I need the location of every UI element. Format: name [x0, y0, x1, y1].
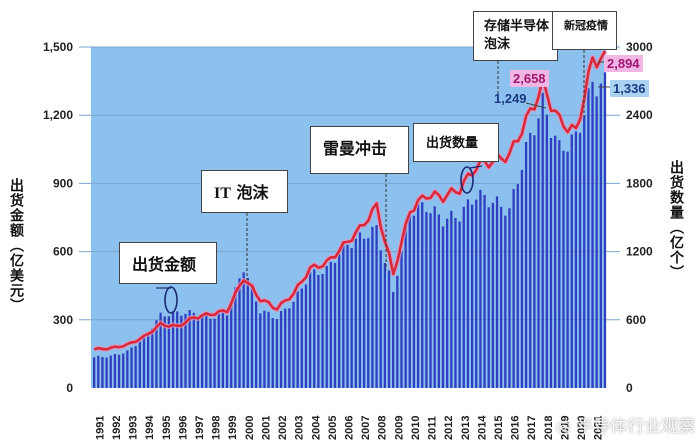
x-axis-ticks: 1991 1992 1993 1994 1995 1996 1997 1998 1999 2000…	[94, 415, 604, 440]
annotation-quantity-text: 出货数量	[426, 136, 479, 151]
annotation-memory-line2: 泡沫	[484, 37, 511, 52]
svg-text:600: 600	[53, 245, 73, 259]
svg-text:2010: 2010	[410, 416, 422, 440]
left-axis-label: 出货金额（亿美元）	[8, 178, 24, 313]
svg-text:2006: 2006	[344, 416, 356, 440]
annotation-lehman-shock: 雷曼冲击	[310, 126, 409, 174]
svg-text:1996: 1996	[177, 416, 189, 440]
svg-text:1,200: 1,200	[43, 108, 73, 122]
svg-text:1999: 1999	[227, 416, 239, 440]
svg-text:600: 600	[626, 313, 646, 327]
svg-text:2015: 2015	[493, 416, 505, 440]
annotation-amount: 出货金额	[119, 242, 217, 284]
annotation-amount-text: 出货金额	[132, 255, 197, 274]
svg-text:2008: 2008	[377, 416, 389, 440]
svg-text:1994: 1994	[144, 415, 156, 440]
watermark: ◎ 半导体行业观察	[556, 412, 695, 437]
svg-text:2021: 2021	[593, 416, 605, 440]
quantity-line	[93, 49, 608, 352]
svg-text:2005: 2005	[327, 416, 339, 440]
svg-text:2011: 2011	[427, 416, 439, 440]
svg-text:1,500: 1,500	[43, 40, 73, 54]
amount-bars	[93, 72, 607, 389]
annotation-memory-line1: 存储半导体	[484, 19, 550, 34]
svg-text:3000: 3000	[626, 40, 653, 54]
svg-text:2009: 2009	[393, 416, 405, 440]
annotation-it-bubble-text: IT 泡沫	[214, 179, 287, 203]
svg-text:1991: 1991	[94, 416, 106, 440]
svg-text:2004: 2004	[310, 415, 322, 440]
svg-text:1998: 1998	[211, 416, 223, 440]
svg-text:1995: 1995	[161, 416, 173, 440]
left-axis-ticks: 0 300 600 900 1,200 1,500	[43, 40, 73, 395]
svg-text:2019: 2019	[559, 416, 571, 440]
svg-text:1993: 1993	[128, 416, 140, 440]
annotation-lehman-shock-text: 雷曼冲击	[323, 139, 388, 158]
annotation-memory-bubble: 存储半导体 泡沫	[473, 11, 558, 61]
svg-text:2003: 2003	[294, 416, 306, 440]
watermark-text: 半导体行业观察	[576, 417, 696, 437]
svg-text:1997: 1997	[194, 416, 206, 440]
svg-text:300: 300	[53, 313, 73, 327]
svg-text:2017: 2017	[526, 416, 538, 440]
annotation-covid-text: 新冠疫情	[564, 19, 608, 32]
right-axis-ticks: 0 600 1200 1800 2400 3000	[626, 40, 653, 395]
svg-text:2002: 2002	[277, 416, 289, 440]
event-markers	[246, 50, 585, 280]
svg-text:2016: 2016	[510, 416, 522, 440]
svg-text:2020: 2020	[576, 416, 588, 440]
svg-text:1200: 1200	[626, 245, 653, 259]
svg-text:2013: 2013	[460, 416, 472, 440]
right-axis-label: 出货数量（亿个）	[668, 160, 684, 280]
wechat-icon: ◎	[556, 417, 571, 437]
label-amount-2021: 1,336	[610, 80, 649, 97]
label-amount-2018: 1,249	[494, 91, 527, 106]
svg-text:2001: 2001	[260, 416, 272, 440]
svg-text:1992: 1992	[111, 416, 123, 440]
annotation-it-word: IT	[214, 185, 231, 202]
svg-text:2012: 2012	[443, 416, 455, 440]
label-quantity-2021: 2,894	[604, 55, 643, 72]
annotation-it-bubble-word: 泡沫	[236, 183, 269, 202]
svg-text:2014: 2014	[476, 415, 488, 440]
svg-text:2400: 2400	[626, 108, 653, 122]
svg-text:0: 0	[66, 381, 73, 395]
svg-text:1800: 1800	[626, 176, 653, 190]
svg-text:0: 0	[626, 381, 633, 395]
svg-text:2000: 2000	[244, 416, 256, 440]
annotation-covid: 新冠疫情	[552, 11, 617, 50]
label-quantity-2018: 2,658	[510, 70, 549, 87]
svg-text:2018: 2018	[543, 416, 555, 440]
svg-text:900: 900	[53, 176, 73, 190]
svg-text:2007: 2007	[360, 416, 372, 440]
annotation-it-bubble: IT 泡沫	[201, 170, 288, 213]
annotation-quantity: 出货数量	[413, 123, 499, 162]
